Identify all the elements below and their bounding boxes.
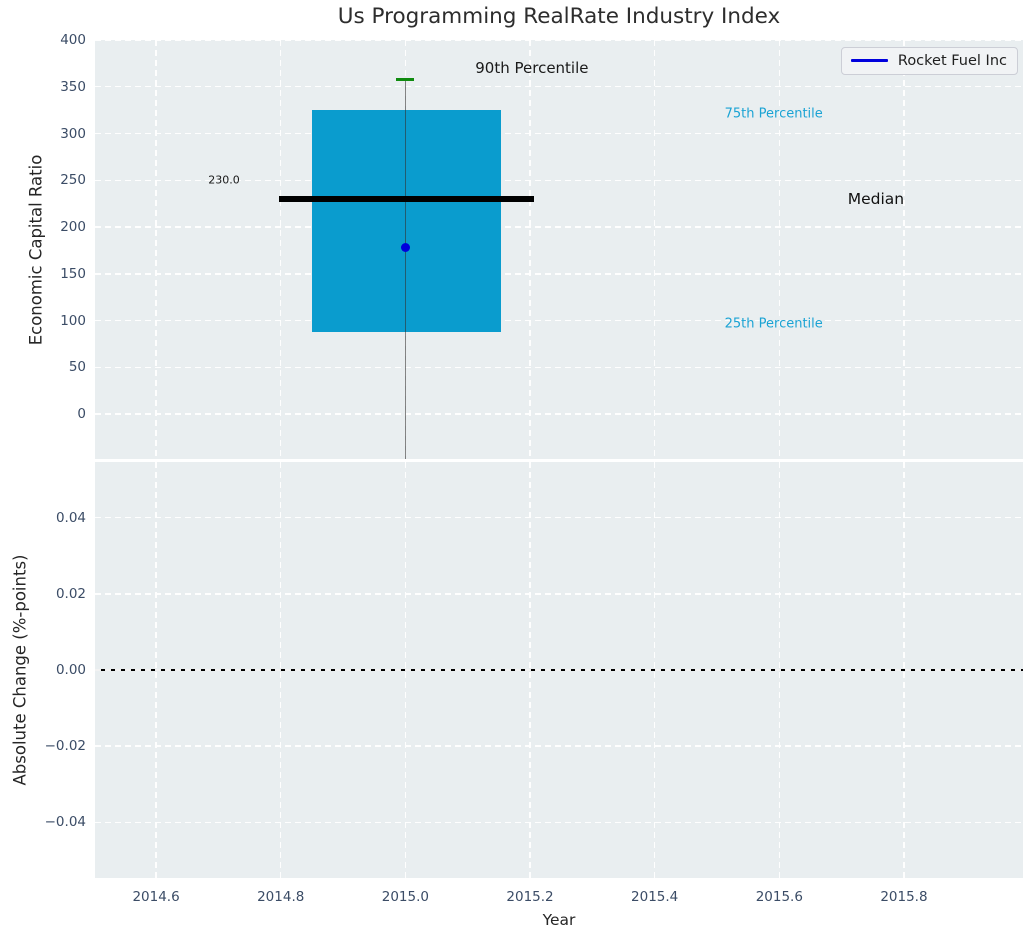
- boxplot-whisker: [404, 79, 407, 459]
- x-tick-label: 2015.8: [880, 889, 928, 905]
- bottom-plot-area: [95, 462, 1023, 878]
- gridline-vertical: [404, 462, 407, 878]
- gridline-horizontal: [95, 413, 1023, 415]
- gridline-vertical: [778, 462, 780, 878]
- y-tick-label: 0: [77, 406, 86, 423]
- y-tick-label: 50: [68, 359, 86, 376]
- y-tick-label: 150: [60, 265, 86, 282]
- annotation-75th-percentile: 75th Percentile: [724, 106, 823, 122]
- boxplot-iqr-box: [311, 110, 502, 332]
- y-tick-label: 0.04: [55, 509, 86, 526]
- boxplot-90th-percentile-cap: [396, 78, 415, 81]
- gridline-vertical: [529, 462, 531, 878]
- gridline-horizontal: [95, 132, 1023, 135]
- legend: Rocket Fuel Inc: [840, 47, 1018, 75]
- gridline-horizontal: [95, 39, 1023, 41]
- x-tick-label: 2015.4: [631, 889, 679, 905]
- boxplot-median-line: [278, 195, 535, 203]
- gridline-horizontal: [95, 516, 1023, 519]
- gridline-horizontal: [95, 86, 1023, 88]
- gridline-horizontal: [95, 745, 1023, 747]
- legend-label: Rocket Fuel Inc: [897, 52, 1007, 69]
- x-tick-label: 2015.6: [755, 889, 803, 905]
- x-tick-label: 2015.2: [506, 889, 554, 905]
- y-tick-label: 300: [60, 125, 86, 142]
- y-tick-label: 400: [60, 32, 86, 48]
- gridline-horizontal: [95, 319, 1023, 322]
- y-tick-label: 350: [60, 78, 86, 95]
- company-data-point: [400, 242, 411, 253]
- gridline-horizontal: [95, 179, 1023, 181]
- legend-line-swatch: [850, 59, 888, 62]
- y-tick-label: 250: [60, 172, 86, 189]
- x-tick-label: 2014.8: [257, 889, 305, 905]
- annotation-25th-percentile: 25th Percentile: [724, 316, 823, 332]
- y-tick-label: 100: [60, 312, 86, 329]
- gridline-horizontal: [95, 593, 1023, 595]
- gridline-horizontal: [95, 821, 1023, 824]
- y-tick-label: −0.02: [44, 738, 86, 755]
- y-tick-label: −0.04: [44, 814, 86, 831]
- x-axis-label: Year: [542, 911, 576, 929]
- gridline-vertical: [778, 40, 780, 459]
- chart-title: Us Programming RealRate Industry Index: [337, 4, 781, 29]
- annotation-median: Median: [847, 189, 905, 208]
- gridline-vertical: [653, 462, 656, 878]
- gridline-horizontal: [95, 226, 1023, 228]
- y-tick-label: 0.00: [55, 662, 86, 678]
- x-tick-label: 2015.0: [381, 889, 429, 905]
- annotation-90th-percentile: 90th Percentile: [475, 59, 589, 78]
- gridline-vertical: [155, 462, 157, 878]
- y-tick-label: 0.02: [55, 585, 86, 602]
- gridline-vertical: [653, 40, 656, 459]
- top-plot-area: Rocket Fuel Inc 90th Percentile 75th Perc…: [95, 39, 1023, 459]
- gridline-vertical: [903, 40, 905, 459]
- annotation-230-0: 230.0: [208, 173, 240, 187]
- gridline-vertical: [280, 462, 282, 878]
- gridline-vertical: [529, 40, 531, 459]
- gridline-vertical: [903, 462, 905, 878]
- gridline-horizontal: [95, 273, 1023, 275]
- y-tick-label: 200: [60, 219, 86, 236]
- x-tick-label: 2014.6: [132, 889, 180, 905]
- gridline-vertical: [280, 40, 282, 459]
- gridline-horizontal: [95, 669, 1023, 671]
- gridline-vertical: [155, 40, 157, 459]
- gridline-horizontal: [95, 366, 1023, 369]
